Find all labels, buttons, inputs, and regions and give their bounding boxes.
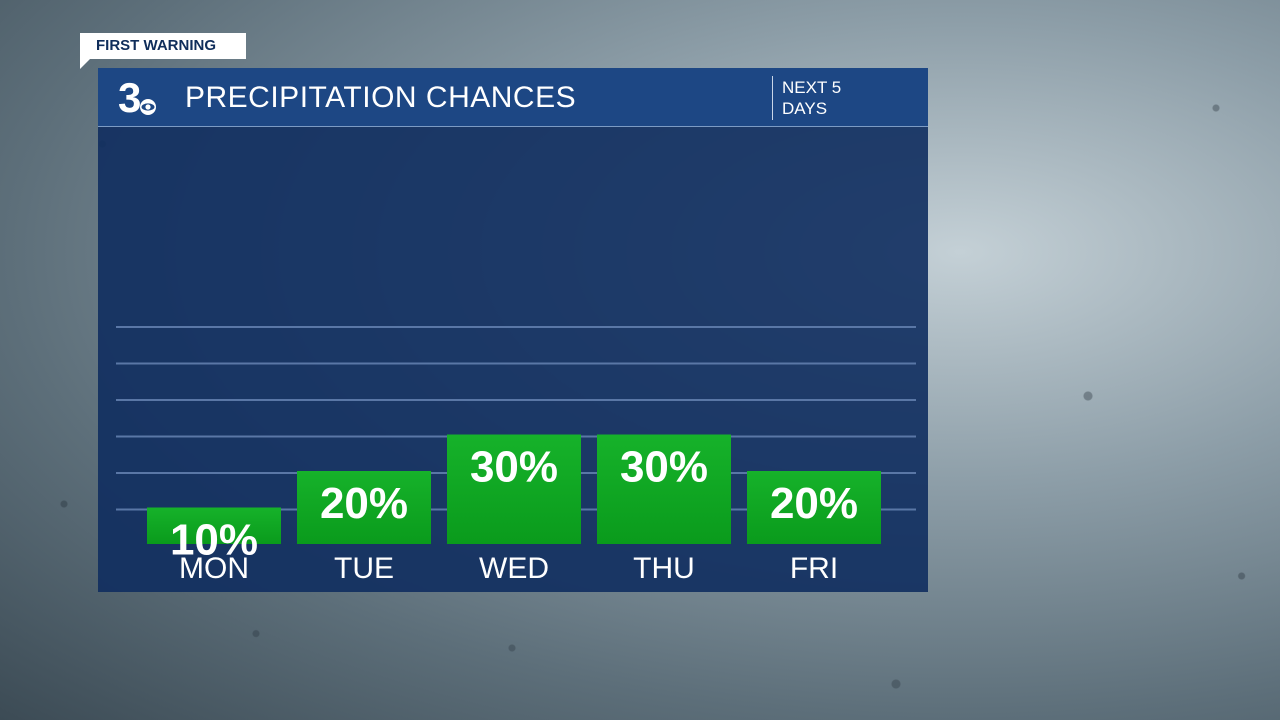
bar-thu — [597, 434, 731, 544]
data-label-thu: 30% — [620, 443, 708, 492]
data-label-mon: 10% — [170, 516, 258, 565]
data-label-fri: 20% — [770, 479, 858, 528]
data-label-wed: 30% — [470, 443, 558, 492]
panel-header: 3 PRECIPITATION CHANCES NEXT 5 DAYS — [98, 68, 928, 127]
first-warning-badge: FIRST WARNING — [80, 33, 246, 69]
header-divider — [772, 76, 773, 120]
chart-bars — [147, 434, 881, 544]
bar-wed — [447, 434, 581, 544]
data-label-tue: 20% — [320, 479, 408, 528]
category-label-fri: FRI — [790, 552, 838, 585]
bar-tue — [297, 471, 431, 544]
first-warning-label: FIRST WARNING — [96, 37, 216, 54]
bar-fri — [747, 471, 881, 544]
bar-mon — [147, 507, 281, 544]
station-logo-icon: 3 — [118, 74, 156, 120]
category-label-thu: THU — [633, 552, 695, 585]
precipitation-bar-chart: 10%MON 20% TUE 30% WED 30% THU 20% FRI — [116, 326, 916, 586]
category-label-tue: TUE — [334, 552, 394, 585]
forecast-range-label: NEXT 5 DAYS — [782, 78, 842, 118]
category-label-wed: WED — [479, 552, 549, 585]
forecast-panel: 3 PRECIPITATION CHANCES NEXT 5 DAYS 10% M… — [98, 68, 928, 592]
logo-number: 3 — [118, 74, 141, 120]
chart-labels: 10%MON 20% TUE 30% WED 30% THU 20% FRI — [170, 443, 858, 586]
category-label-mon: MON — [179, 552, 249, 585]
page-title: PRECIPITATION CHANCES — [185, 81, 577, 114]
